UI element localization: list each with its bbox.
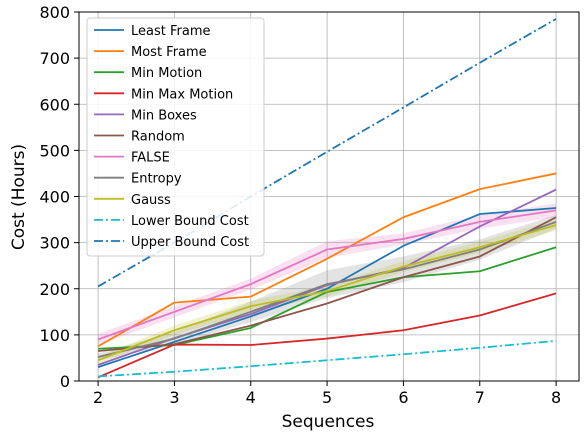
legend-label: Lower Bound Cost <box>131 214 249 229</box>
series-line-random <box>98 216 557 352</box>
y-tick-label: 600 <box>39 95 70 114</box>
y-axis-label: Cost (Hours) <box>9 144 29 250</box>
series-line-least-frame <box>97 207 557 369</box>
y-tick-label: 100 <box>39 326 70 345</box>
x-axis-label: Sequences <box>282 412 375 432</box>
axis-ticks: 2 3 4 5 6 7 8 0 100 200 300 400 500 600 700 800 <box>39 3 561 407</box>
x-tick-label: 2 <box>93 388 103 407</box>
legend-label: Gauss <box>131 193 171 208</box>
x-tick-label: 3 <box>169 388 179 407</box>
series-line-lower-bound-cost <box>98 339 557 378</box>
series-line-false <box>97 209 557 341</box>
legend-label: Least Frame <box>131 24 211 39</box>
series-lines <box>97 18 557 379</box>
y-tick-label: 500 <box>39 141 70 160</box>
series-line-gauss <box>97 224 557 362</box>
x-tick-label: 7 <box>475 388 485 407</box>
y-tick-label: 200 <box>39 280 70 299</box>
x-tick-label: 6 <box>398 388 408 407</box>
y-tick-label: 700 <box>39 49 70 68</box>
x-tick-label: 5 <box>322 388 332 407</box>
y-tick-label: 0 <box>60 372 70 391</box>
legend-label: Random <box>131 130 185 145</box>
y-tick-label: 300 <box>39 234 70 253</box>
series-line-entropy <box>97 221 557 358</box>
legend-box <box>86 17 265 257</box>
legend-label: Min Motion <box>131 66 202 81</box>
x-tick-label: 8 <box>551 388 561 407</box>
legend-label: Min Max Motion <box>131 87 233 102</box>
legend-label: Min Boxes <box>131 108 197 123</box>
legend: Least Frame Most Frame Min Motion Min Max M… <box>86 17 265 257</box>
y-tick-label: 800 <box>39 3 70 22</box>
y-tick-label: 400 <box>39 188 70 207</box>
x-tick-label: 4 <box>246 388 256 407</box>
legend-label: FALSE <box>131 151 170 166</box>
legend-label: Upper Bound Cost <box>131 235 249 250</box>
legend-label: Most Frame <box>131 45 207 60</box>
legend-label: Entropy <box>131 172 182 187</box>
series-line-most-frame <box>97 172 557 348</box>
